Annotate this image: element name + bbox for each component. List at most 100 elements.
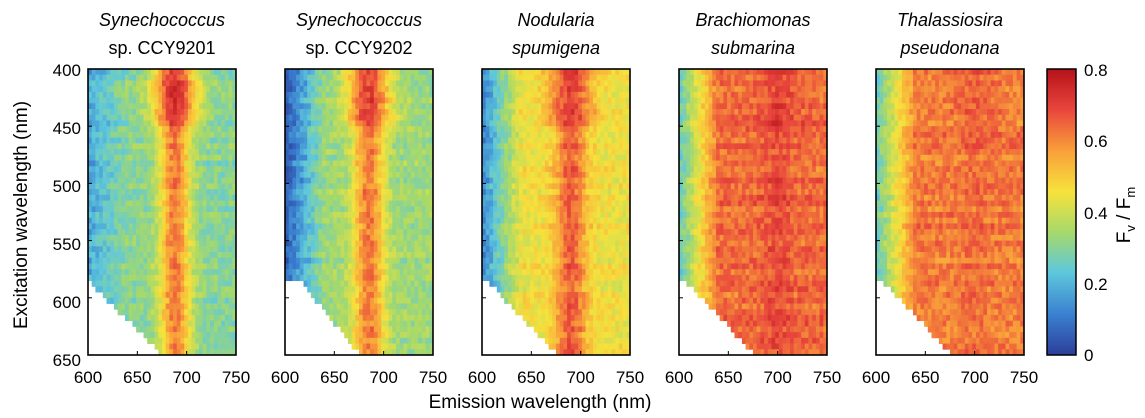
heatmap-cell bbox=[169, 297, 174, 304]
heatmap-cell bbox=[396, 80, 401, 87]
heatmap-cell bbox=[429, 114, 434, 121]
heatmap-cell bbox=[366, 109, 371, 116]
heatmap-cell bbox=[117, 91, 122, 98]
heatmap-cell bbox=[143, 206, 148, 213]
heatmap-cell bbox=[102, 86, 107, 93]
heatmap-cell bbox=[522, 194, 527, 201]
heatmap-cell bbox=[585, 114, 590, 121]
heatmap-cell bbox=[344, 269, 349, 276]
heatmap-cell bbox=[421, 314, 426, 322]
heatmap-cell bbox=[355, 183, 360, 190]
heatmap-cell bbox=[322, 263, 327, 270]
heatmap-cell bbox=[195, 326, 200, 333]
heatmap-cell bbox=[336, 314, 341, 322]
heatmap-cell bbox=[303, 137, 308, 144]
heatmap-cell bbox=[485, 189, 490, 196]
heatmap-cell bbox=[139, 74, 144, 81]
heatmap-cell bbox=[288, 80, 293, 87]
heatmap-cell bbox=[154, 212, 159, 219]
heatmap-cell bbox=[622, 212, 627, 219]
heatmap-cell bbox=[600, 91, 605, 98]
heatmap-cell bbox=[366, 137, 371, 144]
heatmap-cell bbox=[224, 246, 229, 253]
heatmap-cell bbox=[392, 292, 397, 299]
heatmap-cell bbox=[344, 86, 349, 93]
heatmap-cell bbox=[381, 280, 386, 287]
heatmap-cell bbox=[213, 131, 218, 139]
heatmap-cell bbox=[626, 206, 631, 213]
heatmap-cell bbox=[418, 223, 423, 230]
heatmap-cell bbox=[615, 114, 620, 121]
heatmap-cell bbox=[228, 177, 233, 184]
heatmap-cell bbox=[373, 326, 378, 333]
heatmap-cell bbox=[581, 240, 586, 247]
heatmap-cell bbox=[88, 80, 93, 87]
heatmap-cell bbox=[180, 240, 185, 247]
heatmap-cell bbox=[217, 137, 222, 144]
heatmap-cell bbox=[340, 177, 345, 184]
heatmap-cell bbox=[162, 234, 167, 241]
heatmap-cell bbox=[169, 80, 174, 87]
heatmap-cell bbox=[362, 160, 367, 167]
heatmap-cell bbox=[340, 194, 345, 201]
heatmap-cell bbox=[125, 303, 130, 310]
heatmap-cell bbox=[552, 137, 557, 144]
heatmap-cell bbox=[381, 97, 386, 104]
heatmap-cell bbox=[91, 269, 96, 276]
heatmap-cell bbox=[519, 74, 524, 81]
heatmap-cell bbox=[169, 257, 174, 264]
heatmap-cell bbox=[396, 166, 401, 173]
heatmap-cell bbox=[210, 280, 215, 287]
heatmap-cell bbox=[228, 206, 233, 213]
heatmap-cell bbox=[139, 154, 144, 161]
heatmap-cell bbox=[407, 292, 412, 299]
heatmap-cell bbox=[537, 149, 542, 156]
heatmap-cell bbox=[318, 137, 323, 144]
heatmap-cell bbox=[221, 194, 226, 201]
heatmap-cell bbox=[425, 326, 430, 333]
heatmap-cell bbox=[515, 200, 520, 207]
heatmap-cell bbox=[169, 343, 174, 350]
heatmap-cell bbox=[210, 240, 215, 247]
heatmap-cell bbox=[567, 183, 572, 190]
heatmap-cell bbox=[102, 154, 107, 161]
heatmap-cell bbox=[285, 154, 290, 161]
heatmap-cell bbox=[366, 126, 371, 133]
heatmap-cell bbox=[410, 189, 415, 196]
heatmap-cell bbox=[113, 257, 118, 264]
heatmap-cell bbox=[139, 200, 144, 207]
heatmap-cell bbox=[429, 126, 434, 133]
heatmap-cell bbox=[165, 212, 170, 219]
heatmap-cell bbox=[526, 166, 531, 173]
heatmap-cell bbox=[221, 303, 226, 310]
heatmap-cell bbox=[288, 223, 293, 230]
heatmap-cell bbox=[195, 177, 200, 184]
heatmap-cell bbox=[307, 194, 312, 201]
heatmap-cell bbox=[150, 74, 155, 81]
heatmap-cell bbox=[307, 103, 312, 110]
heatmap-cell bbox=[418, 320, 423, 327]
heatmap-cell bbox=[285, 97, 290, 104]
heatmap-cell bbox=[329, 189, 334, 196]
heatmap-cell bbox=[180, 332, 185, 339]
heatmap-cell bbox=[622, 177, 627, 184]
heatmap-cell bbox=[489, 229, 494, 236]
heatmap-cell bbox=[110, 200, 115, 207]
heatmap-cell bbox=[344, 114, 349, 121]
heatmap-cell bbox=[228, 320, 233, 327]
heatmap-cell bbox=[310, 292, 315, 299]
heatmap-cell bbox=[567, 223, 572, 230]
heatmap-cell bbox=[325, 177, 330, 184]
heatmap-cell bbox=[314, 274, 319, 282]
heatmap-cell bbox=[154, 337, 159, 344]
heatmap-cell bbox=[187, 252, 192, 259]
heatmap-cell bbox=[340, 326, 345, 333]
heatmap-cell bbox=[228, 120, 233, 127]
heatmap-cell bbox=[288, 263, 293, 270]
heatmap-cell bbox=[173, 114, 178, 121]
heatmap-cell bbox=[407, 86, 412, 93]
heatmap-cell bbox=[574, 91, 579, 98]
heatmap-cell bbox=[176, 189, 181, 196]
heatmap-cell bbox=[581, 69, 586, 76]
heatmap-cell bbox=[106, 91, 111, 98]
